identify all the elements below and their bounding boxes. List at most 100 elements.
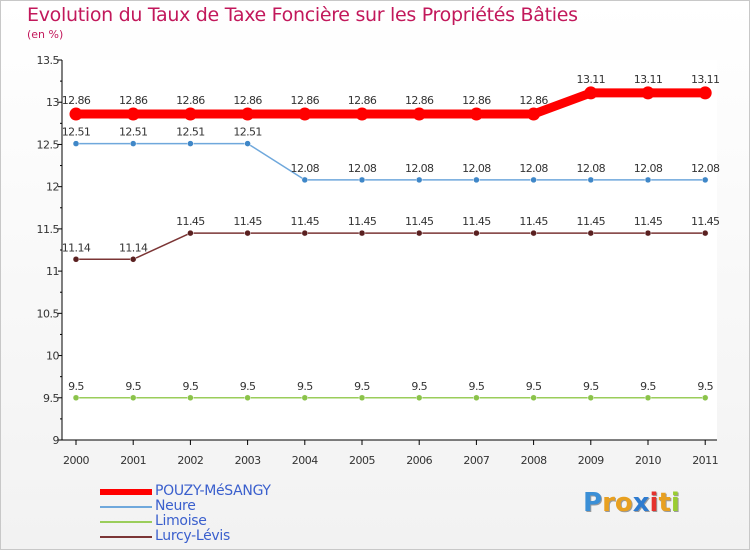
data-label: 9.5 (697, 380, 713, 393)
data-label: 9.5 (411, 380, 427, 393)
legend-item-lurcy: Lurcy-Lévis (100, 528, 400, 544)
data-point (587, 176, 595, 184)
series-3: 11.14 11.14 11.45 11.45 11.45 11.45 11.45 11.45… (62, 215, 721, 263)
y-tick-label: 12.5 (37, 138, 60, 151)
data-label: 12.86 (119, 94, 148, 107)
y-tick-label: 9.5 (43, 392, 59, 405)
data-label: 9.5 (354, 380, 370, 393)
logo-letter: r (602, 488, 615, 518)
data-point (244, 394, 251, 402)
data-point (644, 176, 652, 184)
data-label: 11.45 (577, 215, 606, 228)
data-label: 12.86 (176, 94, 205, 107)
data-point (241, 107, 255, 121)
data-point (129, 256, 137, 263)
data-point (72, 256, 80, 263)
y-tick-label: 11.5 (37, 223, 60, 236)
data-label: 12.08 (519, 162, 548, 175)
data-label: 11.45 (462, 215, 491, 228)
data-label: 12.08 (577, 162, 606, 175)
data-point (129, 140, 137, 147)
data-point (187, 140, 194, 147)
series-0: 12.86 12.86 12.86 12.86 12.86 12.86 12.86 12.86… (62, 73, 720, 121)
series-line (71, 88, 710, 119)
data-label: 9.5 (297, 380, 313, 393)
data-label: 9.5 (526, 380, 542, 393)
data-label: 12.51 (233, 126, 262, 139)
legend-label-pouzy: POUZY-MéSANGY (155, 483, 271, 499)
data-label: 13.11 (691, 73, 720, 86)
data-point (587, 229, 595, 237)
data-label: 11.45 (405, 215, 434, 228)
y-tick-label: 11 (46, 265, 59, 278)
data-point (415, 394, 423, 402)
chart-subtitle: (en %) (27, 28, 64, 41)
data-point (415, 176, 423, 184)
x-tick-label: 2004 (292, 454, 318, 467)
x-tick-label: 2011 (692, 454, 718, 467)
y-tick-label: 13 (46, 96, 59, 109)
data-point (183, 107, 197, 121)
data-point (355, 107, 369, 121)
data-point (584, 86, 598, 100)
data-label: 12.51 (62, 126, 91, 139)
x-tick-label: 2005 (349, 454, 375, 467)
data-label: 12.08 (291, 162, 320, 175)
data-label: 12.86 (62, 94, 91, 107)
x-tick-label: 2003 (235, 454, 261, 467)
data-point (530, 176, 537, 184)
x-tick-label: 2010 (635, 454, 661, 467)
data-label: 11.45 (176, 215, 205, 228)
y-tick-label: 10.5 (37, 307, 60, 320)
x-tick-label: 2001 (120, 454, 146, 467)
legend-swatch-lurcy (100, 536, 152, 538)
data-point (126, 107, 140, 121)
data-label: 12.08 (462, 162, 491, 175)
data-point (587, 394, 595, 402)
data-label: 11.45 (291, 215, 320, 228)
data-label: 9.5 (183, 380, 199, 393)
x-tick-label: 2000 (63, 454, 89, 467)
legend-item-limoise: Limoise (100, 513, 400, 529)
data-label: 11.14 (62, 241, 91, 254)
data-label: 12.08 (405, 162, 434, 175)
legend-item-neure: Neure (100, 498, 400, 514)
logo-letter: x (632, 488, 650, 518)
data-point (530, 229, 537, 237)
data-point (298, 107, 312, 121)
data-label: 9.5 (240, 380, 256, 393)
data-label: 12.86 (405, 94, 434, 107)
logo-letter: i (670, 488, 680, 518)
x-tick-label: 2009 (578, 454, 604, 467)
logo-letter: P (583, 488, 603, 518)
logo-letter: i (649, 488, 659, 518)
data-point (72, 394, 80, 402)
data-label: 13.11 (634, 73, 663, 86)
data-label: 13.11 (577, 73, 606, 86)
data-point (701, 176, 709, 184)
legend-item-pouzy: POUZY-MéSANGY (100, 483, 400, 499)
series-2: 9.5 9.5 9.5 9.5 9.5 9.5 9.5 9.5 9.5 9.5 9.5 9.5 (68, 380, 714, 402)
data-label: 12.86 (462, 94, 491, 107)
data-label: 9.5 (125, 380, 141, 393)
data-point (69, 107, 83, 121)
x-tick-label: 2006 (406, 454, 432, 467)
data-point (412, 107, 426, 121)
data-label: 11.45 (634, 215, 663, 228)
data-label: 12.08 (348, 162, 377, 175)
data-label: 12.86 (348, 94, 377, 107)
data-label: 9.5 (583, 380, 599, 393)
data-label: 12.08 (691, 162, 720, 175)
y-tick-label: 9 (53, 434, 60, 447)
data-label: 11.14 (119, 241, 148, 254)
legend-label-limoise: Limoise (155, 513, 207, 529)
legend-label-lurcy: Lurcy-Lévis (155, 528, 230, 544)
y-tick-label: 13.5 (37, 54, 60, 67)
data-label: 12.86 (519, 94, 548, 107)
data-point (469, 107, 483, 121)
data-point (644, 229, 652, 237)
data-point (301, 176, 309, 184)
data-point (244, 229, 251, 237)
data-label: 12.51 (119, 126, 148, 139)
logo-letter: t (658, 488, 671, 518)
